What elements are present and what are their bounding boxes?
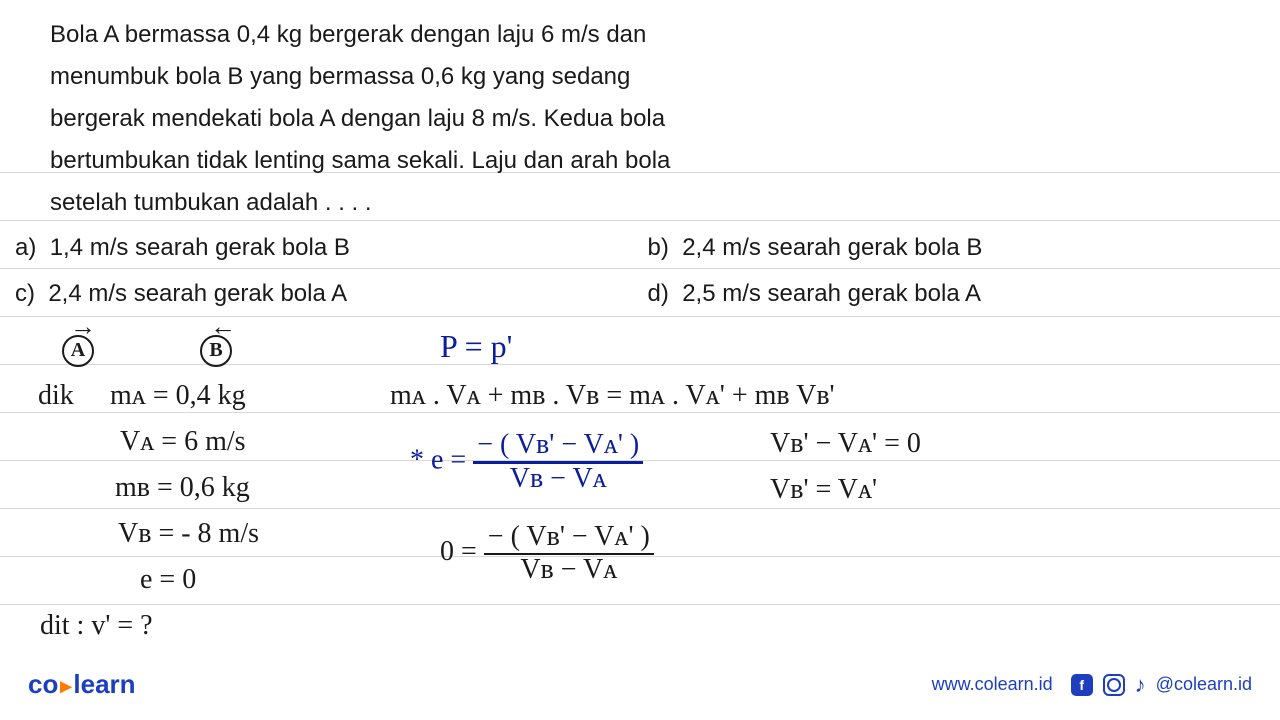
ball-b: B <box>200 332 232 367</box>
vb-va-zero: Vʙ' − Vᴀ' = 0 <box>770 428 921 460</box>
momentum-header: P = p' <box>440 328 512 365</box>
vb-value: Vʙ = - 8 m/s <box>118 518 259 550</box>
footer-right: www.colearn.id f ♪ @colearn.id <box>932 672 1252 698</box>
dot-icon: ▸ <box>60 673 71 698</box>
ma-value: mᴀ = 0,4 kg <box>110 380 246 412</box>
footer: co▸learn www.colearn.id f ♪ @colearn.id <box>28 669 1252 700</box>
problem-line: setelah tumbukan adalah . . . . <box>50 182 1230 224</box>
instagram-icon <box>1103 674 1125 696</box>
vb-eq-va: Vʙ' = Vᴀ' <box>770 474 877 506</box>
option-b: b) 2,4 m/s searah gerak bola B <box>648 234 1231 262</box>
zero-equation: 0 = − ( Vʙ' − Vᴀ' ) Vʙ − Vᴀ <box>440 522 654 586</box>
option-d: d) 2,5 m/s searah gerak bola A <box>648 280 1231 308</box>
dik-label: dik <box>38 380 74 412</box>
problem-line: menumbuk bola B yang bermassa 0,6 kg yan… <box>50 56 1230 98</box>
problem-line: Bola A bermassa 0,4 kg bergerak dengan l… <box>50 14 1230 56</box>
problem-statement: Bola A bermassa 0,4 kg bergerak dengan l… <box>50 14 1230 224</box>
va-value: Vᴀ = 6 m/s <box>120 426 246 458</box>
options-grid: a) 1,4 m/s searah gerak bola B b) 2,4 m/… <box>15 234 1230 308</box>
e-value: e = 0 <box>140 564 196 596</box>
social-handle: @colearn.id <box>1156 674 1252 695</box>
dit-label: dit : v' = ? <box>40 610 153 642</box>
e-equation: * e = − ( Vʙ' − Vᴀ' ) Vʙ − Vᴀ <box>410 430 643 495</box>
problem-line: bergerak mendekati bola A dengan laju 8 … <box>50 98 1230 140</box>
option-c: c) 2,4 m/s searah gerak bola A <box>15 280 598 308</box>
problem-line: bertumbukan tidak lenting sama sekali. L… <box>50 140 1230 182</box>
tiktok-icon: ♪ <box>1135 672 1146 698</box>
handwritten-work: → A ← B dik mᴀ = 0,4 kg Vᴀ = 6 m/s mʙ = … <box>40 318 1240 660</box>
facebook-icon: f <box>1071 674 1093 696</box>
social-icons: f ♪ @colearn.id <box>1071 672 1252 698</box>
momentum-eq: mᴀ . Vᴀ + mʙ . Vʙ = mᴀ . Vᴀ' + mʙ Vʙ' <box>390 380 835 412</box>
option-a: a) 1,4 m/s searah gerak bola B <box>15 234 598 262</box>
mb-value: mʙ = 0,6 kg <box>115 472 250 504</box>
brand-logo: co▸learn <box>28 669 136 700</box>
ball-a: A <box>62 332 94 367</box>
footer-url: www.colearn.id <box>932 674 1053 695</box>
